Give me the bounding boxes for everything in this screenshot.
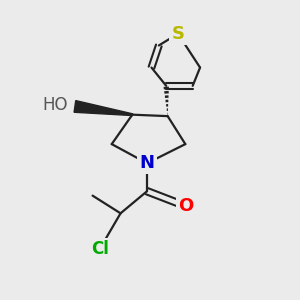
Text: O: O — [178, 197, 193, 215]
Text: Cl: Cl — [91, 240, 109, 258]
Text: N: N — [140, 154, 154, 172]
Text: S: S — [172, 25, 184, 43]
Polygon shape — [74, 100, 133, 116]
Text: HO: HO — [42, 96, 68, 114]
